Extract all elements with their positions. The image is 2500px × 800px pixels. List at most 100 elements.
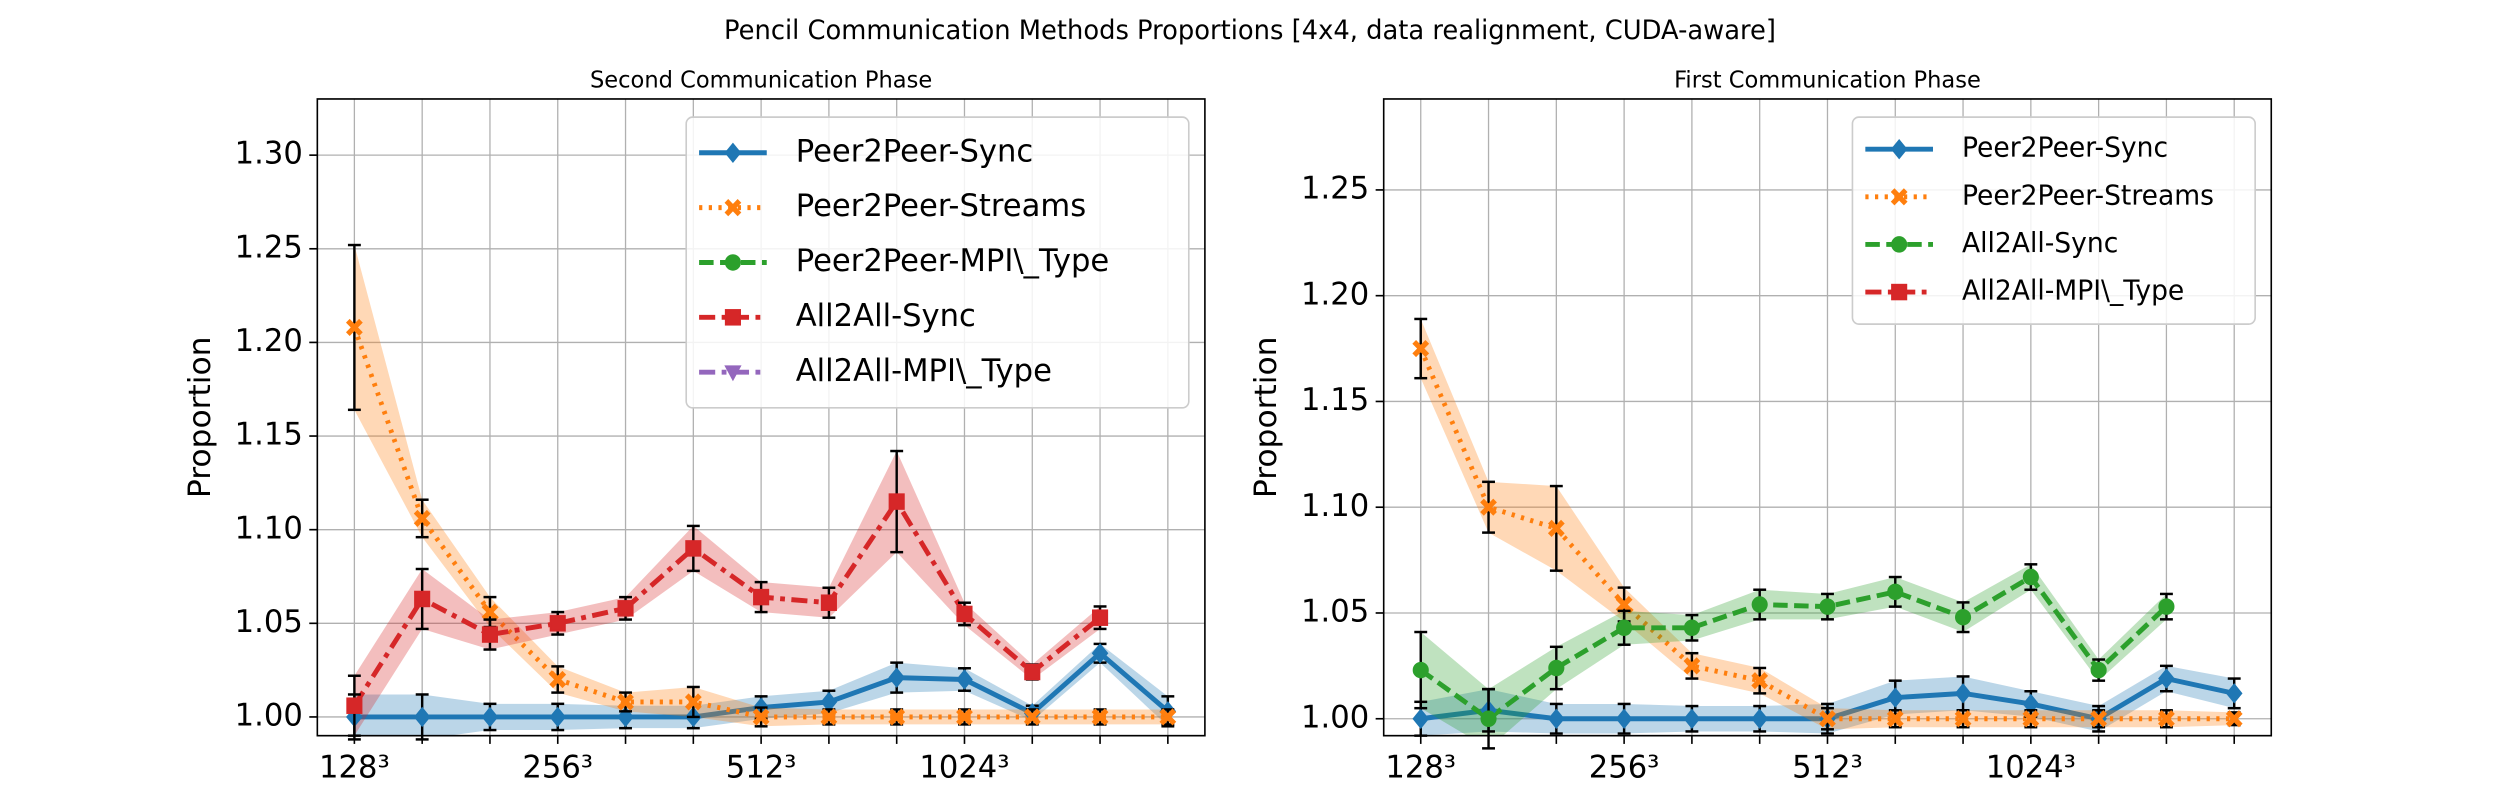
marker (724, 142, 742, 163)
marker (685, 540, 702, 557)
legend-box (685, 116, 1190, 409)
marker (481, 626, 499, 643)
marker (1092, 609, 1109, 626)
marker (1819, 710, 1836, 728)
axes-title: Second Communication Phase (590, 67, 932, 93)
y-tick-label: 1.00 (235, 697, 303, 733)
legend-label: All2All-MPI\_Type (1962, 275, 2184, 306)
marker (481, 603, 499, 621)
marker (413, 509, 431, 528)
y-tick-label: 1.10 (1301, 487, 1369, 523)
marker (617, 693, 634, 711)
x-tick-label: 256³ (1589, 749, 1660, 785)
x-tick-label: 512³ (726, 749, 797, 785)
y-tick-label: 1.15 (1301, 382, 1369, 418)
marker (2158, 710, 2175, 728)
legend-label: Peer2Peer-Streams (796, 188, 1086, 224)
marker (1091, 708, 1109, 726)
error-band (354, 451, 1101, 736)
marker (956, 669, 973, 690)
marker (2090, 661, 2107, 679)
marker (1683, 619, 1700, 637)
marker (1954, 710, 1972, 728)
marker (724, 365, 742, 382)
marker (1954, 683, 1972, 704)
marker (724, 254, 741, 271)
marker (549, 615, 566, 632)
marker (1891, 236, 1908, 253)
marker (684, 693, 702, 711)
marker (549, 706, 567, 728)
y-tick-label: 1.15 (235, 416, 303, 452)
marker (1890, 188, 1908, 206)
marker (1751, 596, 1768, 613)
marker (1616, 619, 1633, 637)
marker (1886, 687, 1904, 708)
marker (820, 594, 837, 611)
axes-frame (1382, 98, 2273, 737)
marker (1890, 138, 1908, 160)
marker (1955, 608, 1972, 626)
marker (549, 670, 567, 689)
y-tick-label: 1.25 (1301, 170, 1369, 206)
marker (2022, 568, 2039, 586)
marker (753, 588, 770, 606)
marker (1615, 708, 1633, 729)
y-tick-label: 1.10 (235, 510, 303, 546)
x-tick-label: 1024³ (919, 749, 1009, 785)
marker (1480, 498, 1497, 516)
marker (1024, 663, 1041, 681)
marker (1547, 519, 1565, 537)
legend-label: All2All-MPI\_Type (796, 352, 1052, 388)
x-tick-label: 1024³ (1986, 749, 2076, 785)
figure-title: Pencil Communication Methods Proportions… (724, 16, 1776, 46)
y-axis-label: Proportion (1248, 336, 1284, 498)
marker (1548, 708, 1565, 729)
axes-title: First Communication Phase (1674, 67, 1981, 93)
y-tick-label: 1.20 (1301, 276, 1369, 312)
marker (1023, 708, 1041, 726)
marker (724, 309, 741, 326)
x-tick-label: 128³ (319, 749, 390, 785)
axes-frame (316, 98, 1206, 737)
marker (2225, 710, 2243, 728)
marker (2225, 683, 2243, 704)
marker (1751, 708, 1768, 729)
y-tick-label: 1.20 (235, 323, 303, 359)
marker (820, 708, 838, 726)
marker (2158, 668, 2175, 689)
marker (617, 600, 634, 617)
marker (956, 605, 973, 623)
marker (1412, 339, 1430, 358)
marker (1886, 710, 1904, 728)
legend-label: All2All-Sync (1962, 228, 2118, 259)
legend-label: Peer2Peer-MPI\_Type (796, 243, 1110, 279)
series-line (1419, 573, 2169, 722)
marker (345, 318, 363, 337)
marker (1819, 598, 1836, 615)
marker (413, 706, 431, 728)
x-tick-label: 128³ (1385, 749, 1456, 785)
legend-label: Peer2Peer-Streams (1962, 180, 2214, 211)
marker (1548, 659, 1565, 677)
legend-label: Peer2Peer-Sync (796, 133, 1033, 169)
marker (888, 708, 906, 726)
marker (888, 667, 905, 688)
marker (956, 708, 973, 726)
y-tick-label: 1.00 (1301, 699, 1369, 735)
y-tick-label: 1.05 (1301, 593, 1369, 629)
marker (1159, 708, 1177, 726)
marker (752, 708, 770, 726)
y-tick-label: 1.05 (235, 604, 303, 640)
y-axis-label: Proportion (182, 336, 218, 498)
marker (1887, 583, 1904, 601)
marker (1751, 672, 1769, 690)
marker (1412, 661, 1429, 679)
y-tick-label: 1.30 (235, 135, 303, 171)
marker (1480, 710, 1497, 727)
marker (2090, 710, 2108, 728)
marker (1683, 657, 1701, 675)
y-tick-label: 1.25 (235, 229, 303, 265)
marker (414, 590, 431, 608)
